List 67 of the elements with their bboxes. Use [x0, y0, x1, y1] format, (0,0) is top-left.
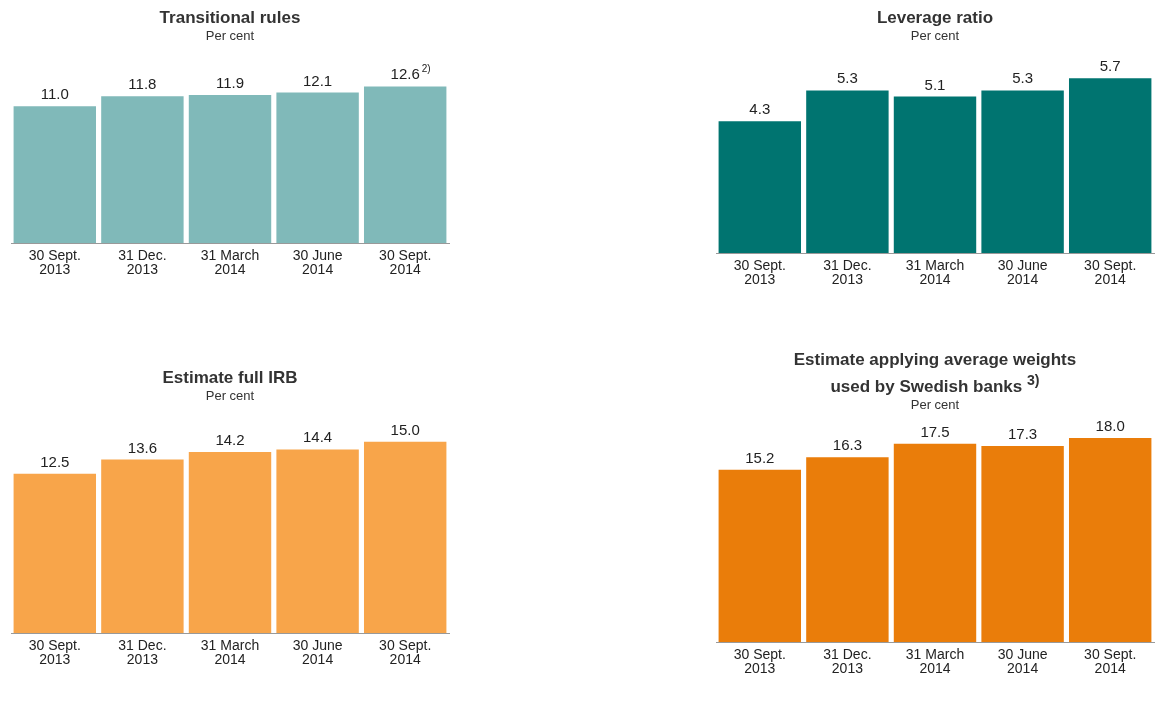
x-tick-label: 31 Dec. 2013	[823, 256, 872, 287]
bar	[276, 92, 359, 243]
data-label: 17.3	[1008, 424, 1038, 442]
bar	[893, 96, 977, 253]
data-label: 14.4	[303, 428, 333, 446]
bar	[13, 106, 97, 243]
bar	[188, 95, 272, 243]
bar	[13, 473, 97, 633]
data-label: 12.5	[40, 452, 70, 470]
data-label: 11.8	[128, 75, 157, 93]
x-tick-label: 31 March 2014	[905, 256, 965, 287]
x-tick-label: 30 June 2014	[292, 636, 343, 667]
x-tick-label: 30 Sept. 2014	[379, 246, 432, 277]
data-label: 11.9	[215, 74, 245, 92]
data-label: 12.1	[303, 71, 333, 89]
data-label: 18.0	[1095, 416, 1125, 434]
x-tick-label: 30 June 2014	[997, 645, 1048, 676]
x-tick-label: 31 March 2014	[200, 636, 260, 667]
bar	[806, 90, 889, 253]
x-tick-label: 30 Sept. 2013	[28, 636, 81, 667]
chart-title: Estimate applying average weights used by Swedish banks $^{3)}$	[792, 350, 1078, 397]
chart-title: Estimate full IRB	[161, 368, 299, 388]
data-label: 5.3	[836, 69, 858, 87]
data-label: 15.0	[390, 420, 420, 438]
x-tick-label: 31 Dec. 2013	[823, 645, 872, 676]
chart-title: Transitional rules	[158, 8, 302, 28]
data-label: 17.5	[920, 422, 950, 440]
x-tick-label: 31 Dec. 2013	[118, 636, 167, 667]
x-tick-label: 30 June 2014	[997, 256, 1048, 287]
data-label: 5.7	[1099, 57, 1121, 75]
bar	[981, 90, 1064, 253]
chart-subtitle: Per cent	[204, 388, 256, 403]
x-tick-label: 30 Sept. 2013	[733, 256, 786, 287]
bar	[1068, 78, 1152, 253]
data-label: 5.1	[924, 75, 946, 93]
chart-subtitle: Per cent	[204, 28, 256, 43]
bar	[718, 121, 802, 253]
data-label: 5.3	[1012, 69, 1034, 87]
bar	[363, 441, 447, 633]
chart-title: Leverage ratio	[875, 8, 995, 28]
bar	[893, 443, 977, 642]
data-label: 14.2	[215, 430, 245, 448]
bar	[101, 96, 184, 243]
x-tick-label: 30 June 2014	[292, 246, 343, 277]
data-label: 13.6	[127, 438, 158, 456]
x-tick-label: 30 Sept. 2013	[733, 645, 786, 676]
bar	[363, 86, 447, 243]
bar	[188, 451, 272, 633]
x-tick-label: 30 Sept. 2014	[1084, 256, 1137, 287]
x-tick-label: 30 Sept. 2014	[379, 636, 432, 667]
data-label: 16.3	[832, 435, 863, 453]
bar	[718, 469, 802, 642]
x-tick-label: 31 March 2014	[200, 246, 260, 277]
x-tick-label: 31 March 2014	[905, 645, 965, 676]
data-label: 15.2	[745, 448, 775, 466]
bar	[806, 456, 889, 642]
bar	[276, 449, 359, 633]
chart-subtitle: Per cent	[909, 396, 961, 412]
bar	[981, 445, 1064, 642]
bar	[1068, 437, 1152, 642]
x-tick-label: 31 Dec. 2013	[118, 246, 167, 277]
x-tick-label: 30 Sept. 2013	[28, 246, 81, 277]
x-tick-label: 30 Sept. 2014	[1084, 645, 1137, 676]
chart-subtitle: Per cent	[909, 28, 961, 43]
data-label: 4.3	[749, 100, 771, 118]
data-label: 11.0	[40, 85, 69, 103]
bar	[101, 459, 184, 633]
